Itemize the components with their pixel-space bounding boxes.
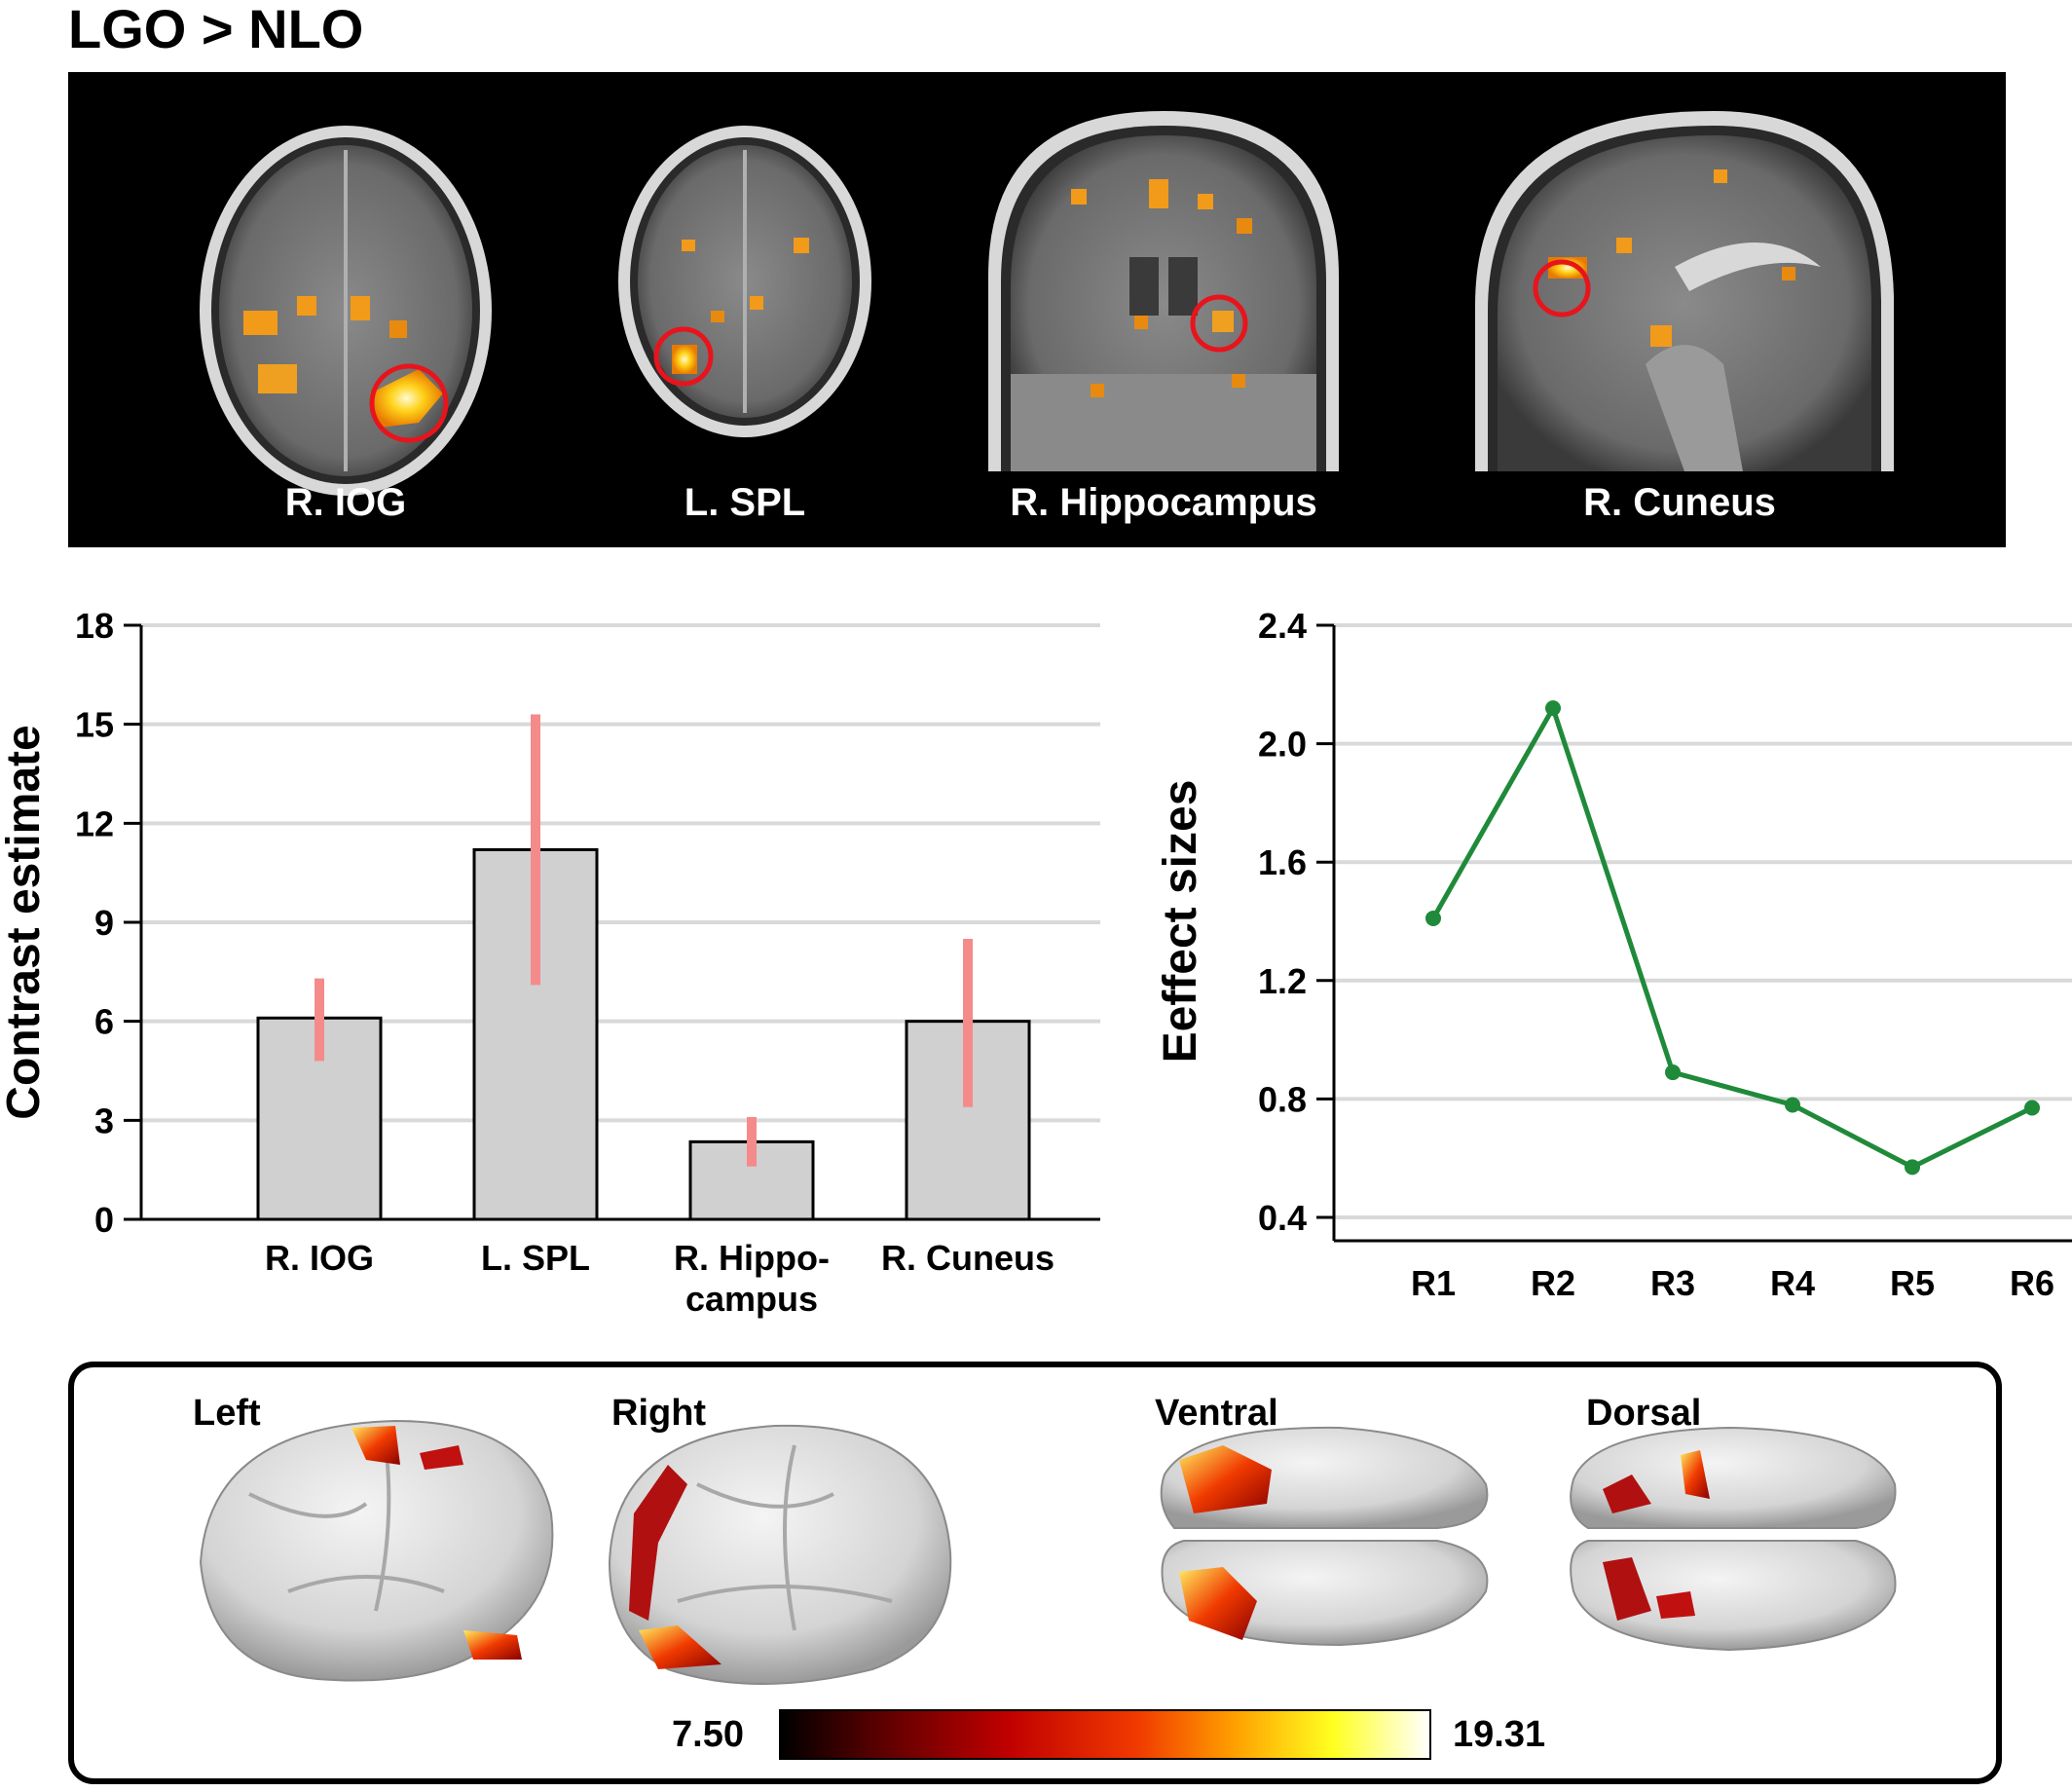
mri-label-spl: L. SPL: [684, 481, 806, 524]
bar-y-tick-label: 0: [94, 1200, 114, 1240]
line-y-tick-label: 2.4: [1258, 606, 1307, 646]
ventral-view: [1160, 1426, 1489, 1647]
line-y-tick-label: 1.6: [1258, 842, 1307, 882]
colorbar-max-label: 19.31: [1453, 1714, 1546, 1755]
view-label-left: Left: [193, 1393, 261, 1434]
bar-x-tick-label: L. SPL: [481, 1238, 590, 1278]
mri-label-iog: R. IOG: [284, 481, 407, 524]
bar-x-tick-label: R. Cuneus: [881, 1238, 1054, 1278]
bar-y-tick-label: 6: [94, 1002, 114, 1042]
effect-size-point: [1665, 1064, 1681, 1081]
effect-size-point: [1785, 1097, 1800, 1113]
bar-x-tick-label: campus: [685, 1279, 818, 1319]
line-y-tick-label: 2.0: [1258, 725, 1307, 765]
bar-y-tick-label: 9: [94, 903, 114, 943]
line-y-tick-label: 1.2: [1258, 961, 1307, 1001]
coronal-slice-hippocampus: [988, 111, 1339, 471]
bar-y-tick-label: 3: [94, 1101, 114, 1140]
colorbar: [779, 1709, 1431, 1760]
left-hemisphere-view: [199, 1419, 554, 1682]
line-y-tick-label: 0.8: [1258, 1079, 1307, 1119]
mri-slices-svg: [200, 111, 1894, 496]
dorsal-view: [1570, 1426, 1897, 1652]
line-x-tick-label: R3: [1650, 1263, 1695, 1303]
line-x-tick-label: R2: [1531, 1263, 1575, 1303]
figure-title: LGO > NLO: [68, 0, 364, 59]
axial-slice-spl: [618, 126, 871, 437]
axial-slice-iog: [200, 126, 492, 496]
line-x-tick-label: R1: [1411, 1263, 1456, 1303]
effect-size-point: [1905, 1159, 1920, 1176]
line-x-tick-label: R5: [1890, 1263, 1935, 1303]
mri-label-hippocampus: R. Hippocampus: [1010, 481, 1317, 524]
view-label-ventral: Ventral: [1155, 1393, 1278, 1434]
mri-slices-panel: R. IOG L. SPL R. Hippocampus R. Cuneus: [68, 72, 2006, 547]
brain-surfaces-svg: [199, 1419, 1897, 1685]
view-label-right: Right: [611, 1393, 707, 1434]
line-x-tick-label: R4: [1770, 1263, 1815, 1303]
line-x-tick-label: R6: [2010, 1263, 2054, 1303]
effect-size-point: [1545, 700, 1561, 717]
bar-x-tick-label: R. Hippo-: [674, 1238, 830, 1278]
contrast-estimate-bar-chart: 0 3 6 9 12 15 18 R. IOG L. SPL R. Hippo-campus R. …: [0, 606, 1100, 1319]
right-hemisphere-view: [608, 1424, 952, 1685]
bar-y-tick-label: 12: [75, 803, 114, 843]
colorbar-min-label: 7.50: [672, 1714, 744, 1755]
effect-size-point: [1425, 910, 1441, 926]
effect-size-point: [2024, 1100, 2040, 1116]
view-label-dorsal: Dorsal: [1586, 1393, 1702, 1434]
bar-y-axis-label: Contrast estimate: [0, 725, 50, 1119]
effect-size-line: [1430, 701, 2034, 1171]
bar-y-tick-label: 15: [75, 705, 114, 745]
bar-y-tick-label: 18: [75, 606, 114, 646]
effect-size-line-chart: 0.4 0.8 1.2 1.6 2.0 2.4 R1 R2 R3 R4 R5 R6 Eeffect si…: [1155, 606, 2072, 1303]
line-y-axis-label: Eeffect sizes: [1155, 780, 1206, 1064]
line-y-tick-label: 0.4: [1258, 1198, 1307, 1238]
sagittal-slice-cuneus: [1475, 111, 1894, 471]
mri-label-cuneus: R. Cuneus: [1583, 481, 1776, 524]
bar-x-tick-label: R. IOG: [265, 1238, 374, 1278]
